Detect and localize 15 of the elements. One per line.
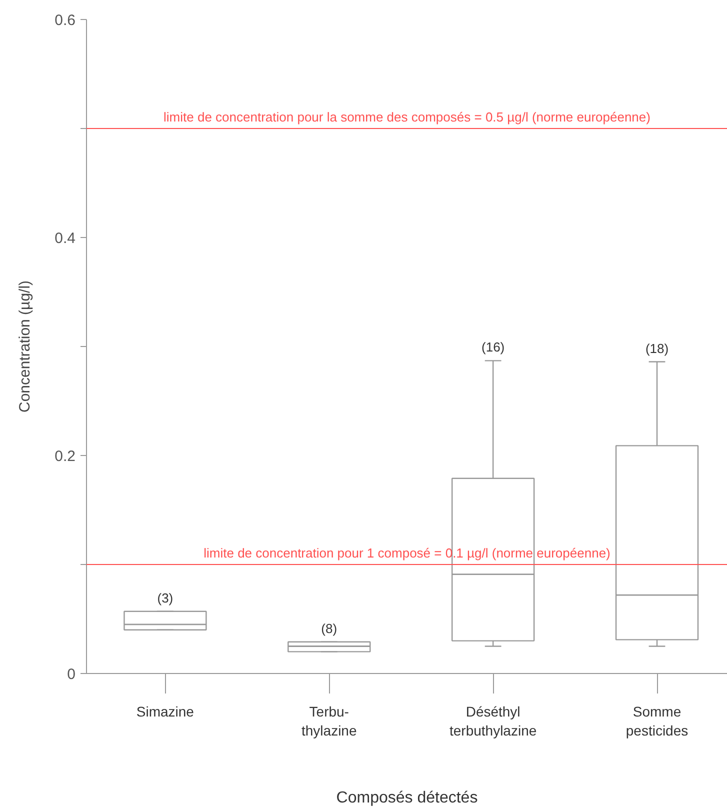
annotation: (3) (157, 590, 174, 606)
x-tick-label: Terbu- thylazine (302, 704, 357, 739)
ref-line-label: limite de concentration pour la somme des composés = 0.5 µg/l (norme européenne) (164, 110, 650, 124)
x-tick-label: Déséthyl terbuthylazine (449, 704, 537, 739)
annotation: (16) (482, 340, 505, 355)
y-tick-label: 0.6 (54, 12, 76, 29)
y-tick-label: 0.4 (54, 230, 76, 247)
x-axis-title: Composés détectés (336, 790, 478, 807)
y-tick-label: 0 (67, 666, 76, 683)
y-axis-title: Concentration (µg/l) (16, 280, 34, 413)
annotation: (18) (645, 340, 669, 356)
x-tick-label: Somme pesticides (626, 704, 688, 739)
y-tick-label: 0.2 (54, 448, 76, 465)
annotation: (8) (321, 620, 338, 636)
x-tick-label: Simazine (136, 704, 194, 720)
